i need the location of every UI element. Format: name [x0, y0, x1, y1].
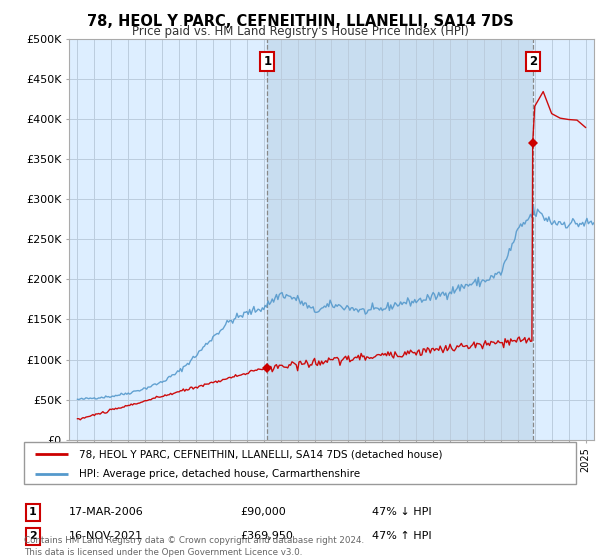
Text: 17-MAR-2006: 17-MAR-2006: [69, 507, 144, 517]
Text: 2: 2: [529, 55, 537, 68]
Text: 47% ↑ HPI: 47% ↑ HPI: [372, 531, 431, 542]
Text: 16-NOV-2021: 16-NOV-2021: [69, 531, 143, 542]
Bar: [268, 39, 533, 440]
FancyBboxPatch shape: [24, 442, 576, 484]
Text: £369,950: £369,950: [240, 531, 293, 542]
Text: 1: 1: [263, 55, 271, 68]
Text: 78, HEOL Y PARC, CEFNEITHIN, LLANELLI, SA14 7DS (detached house): 78, HEOL Y PARC, CEFNEITHIN, LLANELLI, S…: [79, 449, 443, 459]
Text: 47% ↓ HPI: 47% ↓ HPI: [372, 507, 431, 517]
Text: Price paid vs. HM Land Registry's House Price Index (HPI): Price paid vs. HM Land Registry's House …: [131, 25, 469, 38]
Text: Contains HM Land Registry data © Crown copyright and database right 2024.
This d: Contains HM Land Registry data © Crown c…: [24, 536, 364, 557]
Text: HPI: Average price, detached house, Carmarthenshire: HPI: Average price, detached house, Carm…: [79, 469, 361, 479]
Text: 78, HEOL Y PARC, CEFNEITHIN, LLANELLI, SA14 7DS: 78, HEOL Y PARC, CEFNEITHIN, LLANELLI, S…: [86, 14, 514, 29]
Text: £90,000: £90,000: [240, 507, 286, 517]
Text: 1: 1: [29, 507, 37, 517]
Text: 2: 2: [29, 531, 37, 542]
